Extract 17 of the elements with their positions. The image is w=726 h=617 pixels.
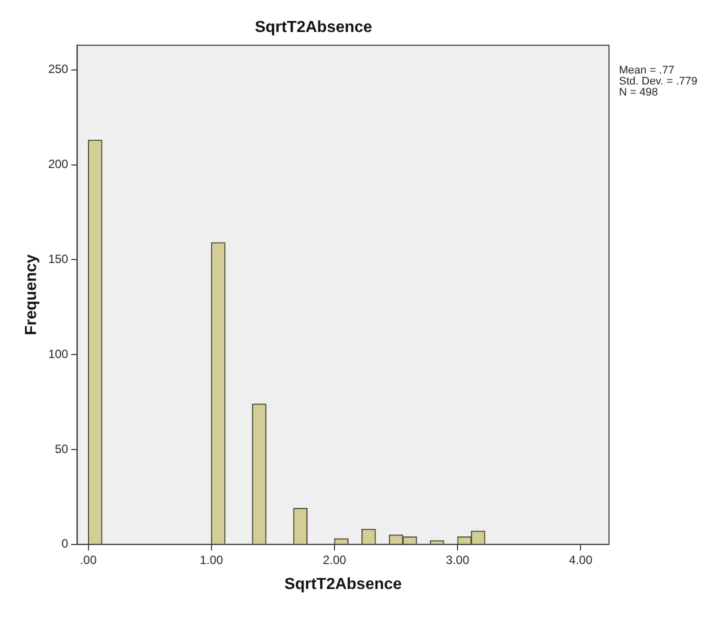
y-tick-label: 150 xyxy=(48,252,69,266)
y-tick-label: 200 xyxy=(48,157,69,172)
x-tick-label: .00 xyxy=(80,552,97,567)
x-tick-label: 2.00 xyxy=(322,552,346,567)
x-tick-label: 4.00 xyxy=(569,552,593,567)
text: Mean = .77 xyxy=(619,64,674,77)
x-tick-label: 1.00 xyxy=(200,552,224,567)
chart-title: SqrtT2Absence xyxy=(254,19,372,36)
y-tick-label: 100 xyxy=(48,346,69,361)
text: N = 498 xyxy=(619,86,658,99)
y-tick-label: 50 xyxy=(54,442,69,456)
x-axis-title: SqrtT2Absence xyxy=(284,576,402,593)
y-tick-label: 250 xyxy=(48,62,69,76)
y-tick-label: 0 xyxy=(62,536,69,551)
text: Std. Dev. = .779 xyxy=(619,76,698,88)
x-tick-label: 3.00 xyxy=(446,552,470,567)
y-axis-title: Frequency xyxy=(23,254,40,336)
